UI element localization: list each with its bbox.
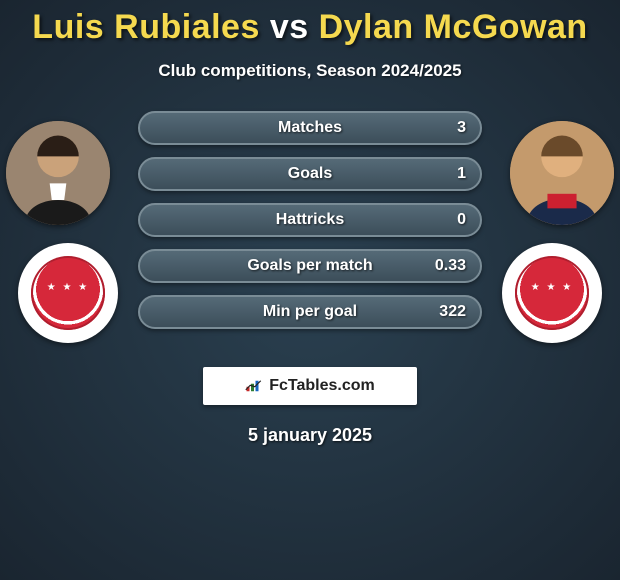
date-text: 5 january 2025 bbox=[0, 425, 620, 446]
stat-bars: Matches 3 Goals 1 Hattricks 0 Goals per … bbox=[138, 111, 482, 341]
stat-value-right: 0 bbox=[457, 211, 466, 229]
stat-bar: Goals 1 bbox=[138, 157, 482, 191]
stat-label: Hattricks bbox=[276, 211, 344, 229]
bar-chart-icon bbox=[245, 379, 263, 393]
stat-value-right: 3 bbox=[457, 119, 466, 137]
stat-value-right: 322 bbox=[439, 303, 466, 321]
brand-text: FcTables.com bbox=[269, 377, 375, 395]
person-icon bbox=[6, 121, 110, 225]
player1-avatar bbox=[6, 121, 110, 225]
stat-label: Goals bbox=[288, 165, 332, 183]
player1-name: Luis Rubiales bbox=[32, 8, 260, 46]
player2-name: Dylan McGowan bbox=[319, 8, 588, 46]
brand-badge: FcTables.com bbox=[203, 367, 417, 405]
subtitle: Club competitions, Season 2024/2025 bbox=[0, 61, 620, 81]
vs-text: vs bbox=[270, 8, 309, 46]
stat-value-right: 1 bbox=[457, 165, 466, 183]
stat-bar: Hattricks 0 bbox=[138, 203, 482, 237]
person-icon bbox=[510, 121, 614, 225]
stat-bar: Goals per match 0.33 bbox=[138, 249, 482, 283]
stat-label: Matches bbox=[278, 119, 342, 137]
player2-avatar bbox=[510, 121, 614, 225]
comparison-title: Luis Rubiales vs Dylan McGowan bbox=[0, 0, 620, 47]
player1-club-badge bbox=[18, 243, 118, 343]
club-crest-icon bbox=[515, 256, 589, 330]
stat-label: Goals per match bbox=[247, 257, 372, 275]
player2-club-badge bbox=[502, 243, 602, 343]
stat-bar: Min per goal 322 bbox=[138, 295, 482, 329]
stat-value-right: 0.33 bbox=[435, 257, 466, 275]
club-crest-icon bbox=[31, 256, 105, 330]
stat-label: Min per goal bbox=[263, 303, 357, 321]
stat-bar: Matches 3 bbox=[138, 111, 482, 145]
content-area: Matches 3 Goals 1 Hattricks 0 Goals per … bbox=[0, 111, 620, 351]
